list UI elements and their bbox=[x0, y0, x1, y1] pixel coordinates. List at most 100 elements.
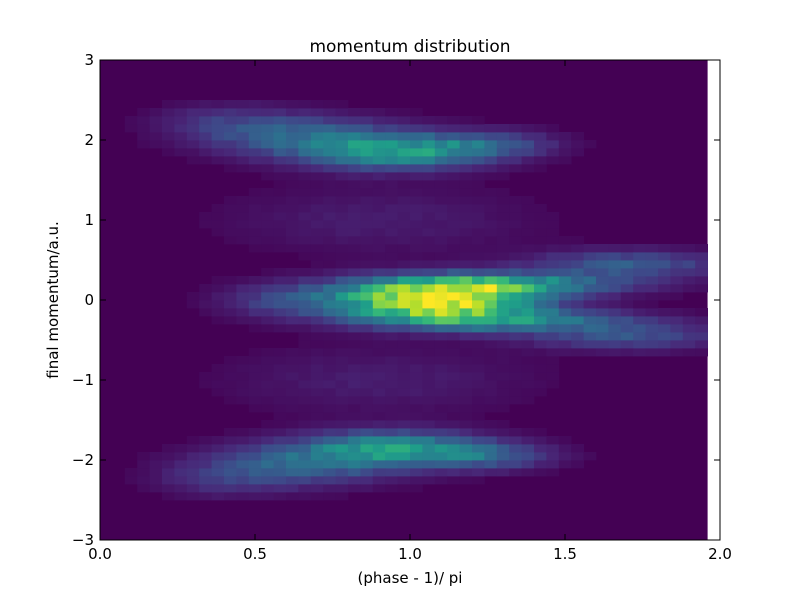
heatmap-cell bbox=[534, 124, 547, 133]
heatmap-cell bbox=[360, 364, 374, 373]
heatmap-cell bbox=[372, 444, 386, 453]
heatmap-cell bbox=[695, 332, 708, 341]
heatmap-cell bbox=[434, 436, 448, 445]
heatmap-cell bbox=[658, 284, 671, 293]
heatmap-cell bbox=[596, 252, 609, 261]
heatmap-cell bbox=[273, 180, 287, 189]
heatmap-cell bbox=[496, 260, 510, 269]
heatmap-cell bbox=[509, 436, 522, 445]
heatmap-cell bbox=[496, 140, 510, 149]
heatmap-cell bbox=[335, 228, 349, 237]
heatmap-cell bbox=[447, 132, 460, 141]
heatmap-cell bbox=[360, 452, 374, 461]
heatmap-cell bbox=[335, 484, 349, 493]
heatmap-cell bbox=[273, 276, 287, 285]
heatmap-cell bbox=[335, 444, 349, 453]
heatmap-cell bbox=[422, 172, 436, 181]
heatmap-cell bbox=[472, 148, 485, 157]
heatmap-cell bbox=[236, 436, 250, 445]
heatmap-cell bbox=[484, 436, 498, 445]
heatmap-cell bbox=[298, 428, 312, 437]
heatmap-cell bbox=[348, 236, 361, 245]
heatmap-cell bbox=[286, 212, 299, 221]
heatmap-cell bbox=[385, 236, 398, 245]
heatmap-cell bbox=[298, 324, 312, 333]
heatmap-cell bbox=[434, 324, 448, 333]
heatmap-cell bbox=[372, 332, 386, 341]
heatmap-cell bbox=[261, 268, 274, 277]
heatmap-cell bbox=[323, 388, 336, 397]
heatmap-cell bbox=[335, 380, 349, 389]
heatmap-cell bbox=[521, 428, 535, 437]
heatmap-cell bbox=[546, 308, 560, 317]
heatmap-cell bbox=[434, 268, 448, 277]
heatmap-cell bbox=[298, 180, 312, 189]
heatmap-cell bbox=[472, 380, 485, 389]
heatmap-cell bbox=[434, 388, 448, 397]
heatmap-cell bbox=[410, 292, 423, 301]
heatmap-cell bbox=[422, 268, 436, 277]
heatmap-cell bbox=[410, 348, 423, 357]
heatmap-cell bbox=[323, 268, 336, 277]
heatmap-cell bbox=[286, 140, 299, 149]
heatmap-cell bbox=[521, 212, 535, 221]
heatmap-cell bbox=[286, 468, 299, 477]
heatmap-cell bbox=[422, 244, 436, 253]
heatmap-cell bbox=[124, 124, 138, 133]
heatmap-cell bbox=[571, 132, 584, 141]
heatmap-cell bbox=[199, 292, 212, 301]
heatmap-cell bbox=[558, 308, 572, 317]
heatmap-cell bbox=[534, 348, 547, 357]
heatmap-cell bbox=[422, 428, 436, 437]
heatmap-cell bbox=[484, 332, 498, 341]
heatmap-cell bbox=[546, 260, 560, 269]
heatmap-cell bbox=[248, 196, 262, 205]
heatmap-cell bbox=[385, 380, 398, 389]
heatmap-cell bbox=[682, 316, 696, 325]
heatmap-cell bbox=[261, 100, 274, 109]
heatmap-cell bbox=[521, 148, 535, 157]
heatmap-cell bbox=[199, 460, 212, 469]
heatmap-cell bbox=[273, 156, 287, 165]
heatmap-cell bbox=[248, 300, 262, 309]
heatmap-cell bbox=[162, 444, 175, 453]
heatmap-cell bbox=[372, 388, 386, 397]
heatmap-cell bbox=[434, 340, 448, 349]
heatmap-cell bbox=[348, 140, 361, 149]
heatmap-cell bbox=[410, 204, 423, 213]
heatmap-cell bbox=[385, 108, 398, 117]
heatmap-cell bbox=[310, 404, 324, 413]
heatmap-cell bbox=[447, 124, 460, 133]
heatmap-cell bbox=[248, 364, 262, 373]
heatmap-cell bbox=[372, 316, 386, 325]
heatmap-cell bbox=[162, 148, 175, 157]
heatmap-cell bbox=[658, 316, 671, 325]
heatmap-cell bbox=[162, 452, 175, 461]
heatmap-cell bbox=[348, 372, 361, 381]
heatmap-cell bbox=[310, 132, 324, 141]
heatmap-cell bbox=[335, 220, 349, 229]
heatmap-cell bbox=[472, 156, 485, 165]
heatmap-cell bbox=[534, 228, 547, 237]
heatmap-cell bbox=[298, 452, 312, 461]
heatmap-cell bbox=[323, 452, 336, 461]
heatmap-cell bbox=[248, 388, 262, 397]
heatmap-cell bbox=[310, 356, 324, 365]
heatmap-cell bbox=[534, 156, 547, 165]
heatmap-cell bbox=[583, 332, 597, 341]
heatmap-cell bbox=[149, 116, 163, 125]
heatmap-cell bbox=[509, 300, 522, 309]
heatmap-cell bbox=[434, 124, 448, 133]
heatmap-cell bbox=[372, 340, 386, 349]
heatmap-cell bbox=[323, 100, 336, 109]
heatmap-cell bbox=[534, 244, 547, 253]
heatmap-cell bbox=[397, 468, 411, 477]
heatmap-cell bbox=[571, 284, 584, 293]
heatmap-cell bbox=[546, 252, 560, 261]
heatmap-cell bbox=[335, 332, 349, 341]
heatmap-cell bbox=[509, 204, 522, 213]
heatmap-cell bbox=[534, 260, 547, 269]
heatmap-cell bbox=[348, 300, 361, 309]
heatmap-cell bbox=[472, 172, 485, 181]
heatmap-cell bbox=[484, 220, 498, 229]
